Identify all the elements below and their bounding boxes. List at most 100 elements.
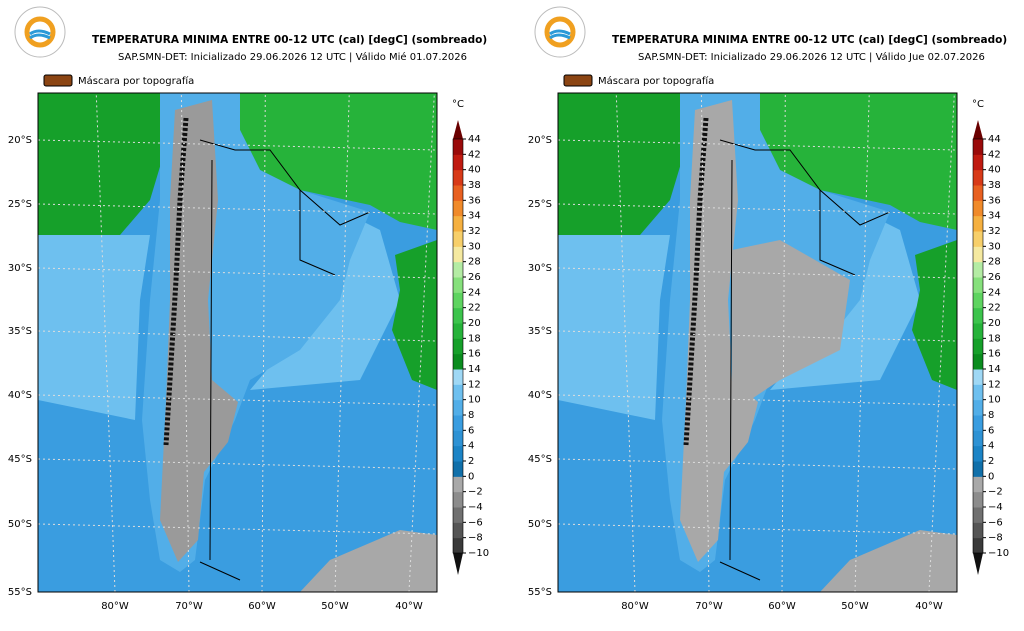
colorbar-label: 28: [468, 257, 481, 268]
colorbar-label: 6: [468, 425, 474, 436]
colorbar-label: −2: [468, 487, 483, 498]
lon-label: 40°W: [915, 601, 943, 612]
colorbar-over: [453, 120, 463, 139]
colorbar-unit: °C: [452, 99, 464, 110]
colorbar-label: 26: [468, 272, 481, 283]
lat-label: 45°S: [528, 454, 552, 465]
colorbar-label: −8: [988, 533, 1003, 544]
brazil-green: [240, 93, 437, 230]
subtitle: SAP.SMN-DET: Inicializado 29.06.2026 12 …: [638, 51, 985, 63]
grid-line: [95, 92, 116, 593]
colorbar-band: [973, 292, 983, 309]
colorbar-band: [453, 461, 463, 477]
ocean-light: [558, 235, 670, 420]
colorbar-band: [973, 384, 983, 401]
colorbar-band: [973, 522, 983, 539]
colorbar-label: 32: [468, 226, 481, 237]
colorbar-band: [453, 537, 463, 554]
colorbar-band: [453, 231, 463, 247]
colorbar-band: [973, 338, 983, 355]
lon-label: 50°W: [841, 601, 869, 612]
colorbar-band: [973, 261, 983, 278]
colorbar-label: 44: [988, 134, 1001, 145]
colorbar-label: 12: [988, 379, 1001, 390]
colorbar-label: −4: [468, 502, 483, 513]
colorbar-label: −6: [468, 517, 483, 528]
colorbar-label: 0: [988, 471, 994, 482]
colorbar-label: 4: [468, 441, 474, 452]
grid-line: [557, 139, 958, 151]
andes: [163, 117, 189, 446]
colorbar-label: −6: [988, 517, 1003, 528]
colorbar-band: [973, 369, 983, 385]
colorbar-band: [453, 384, 463, 401]
grid-line: [334, 92, 350, 593]
grid-line: [408, 92, 435, 593]
colorbar-band: [453, 415, 463, 431]
colorbar-band: [453, 445, 463, 462]
colorbar-label: −4: [988, 502, 1003, 513]
colorbar-band: [973, 215, 983, 232]
colorbar-label: 30: [468, 241, 481, 252]
grid-line: [37, 139, 438, 151]
south-gray: [820, 530, 957, 592]
colorbar-band: [973, 415, 983, 431]
map: [557, 92, 958, 593]
grid-line: [37, 330, 438, 342]
colorbar-label: 6: [988, 425, 994, 436]
grid-line: [37, 203, 438, 215]
ocean-light: [38, 235, 150, 420]
lat-label: 30°S: [8, 263, 32, 274]
logo-wave: [549, 29, 571, 40]
colorbar-band: [973, 277, 983, 293]
colorbar-band: [453, 169, 463, 186]
title: TEMPERATURA MINIMA ENTRE 00-12 UTC (cal)…: [612, 34, 1007, 46]
colorbar-label: 30: [988, 241, 1001, 252]
colorbar-label: 8: [468, 410, 474, 421]
colorbar-over: [973, 120, 983, 139]
lat-label: 20°S: [8, 135, 32, 146]
colorbar-label: 18: [988, 333, 1001, 344]
colorbar-label: 4: [988, 441, 994, 452]
colorbar-band: [453, 430, 463, 447]
colorbar-band: [453, 522, 463, 539]
colorbar-label: 22: [468, 303, 481, 314]
borders: [199, 139, 371, 581]
grid-line: [37, 458, 438, 470]
grid-line: [557, 458, 958, 470]
colorbar-label: 14: [988, 364, 1001, 375]
map: [37, 92, 438, 593]
pacific-green: [38, 93, 165, 235]
colorbar-frame: [972, 138, 984, 554]
colorbar-label: 36: [988, 195, 1001, 206]
colorbar-label: 40: [468, 165, 481, 176]
colorbar-label: 32: [988, 226, 1001, 237]
map-frame: [557, 92, 958, 593]
colorbar-band: [973, 154, 983, 171]
colorbar-label: 24: [988, 287, 1001, 298]
colorbar-band: [453, 476, 463, 493]
colorbar-band: [453, 261, 463, 278]
colorbar-band: [973, 323, 983, 339]
grid-line: [700, 92, 710, 593]
colorbar-label: 0: [468, 471, 474, 482]
lon-label: 70°W: [695, 601, 723, 612]
grid-line: [928, 92, 955, 593]
grid-line: [557, 330, 958, 342]
colorbar-label: 42: [988, 149, 1001, 160]
colorbar-band: [973, 399, 983, 416]
colorbar-label: −8: [468, 533, 483, 544]
colorbar-label: −10: [988, 548, 1009, 559]
lat-label: 45°S: [8, 454, 32, 465]
colorbar-band: [453, 323, 463, 339]
lon-label: 80°W: [621, 601, 649, 612]
logo-ring: [24, 16, 56, 48]
colorbar-label: −10: [468, 548, 489, 559]
colorbar-band: [973, 200, 983, 217]
legend-swatch: [43, 74, 73, 87]
grid-line: [557, 523, 958, 535]
colorbar-label: 20: [988, 318, 1001, 329]
grid-line: [37, 267, 438, 279]
grid-line: [557, 267, 958, 279]
